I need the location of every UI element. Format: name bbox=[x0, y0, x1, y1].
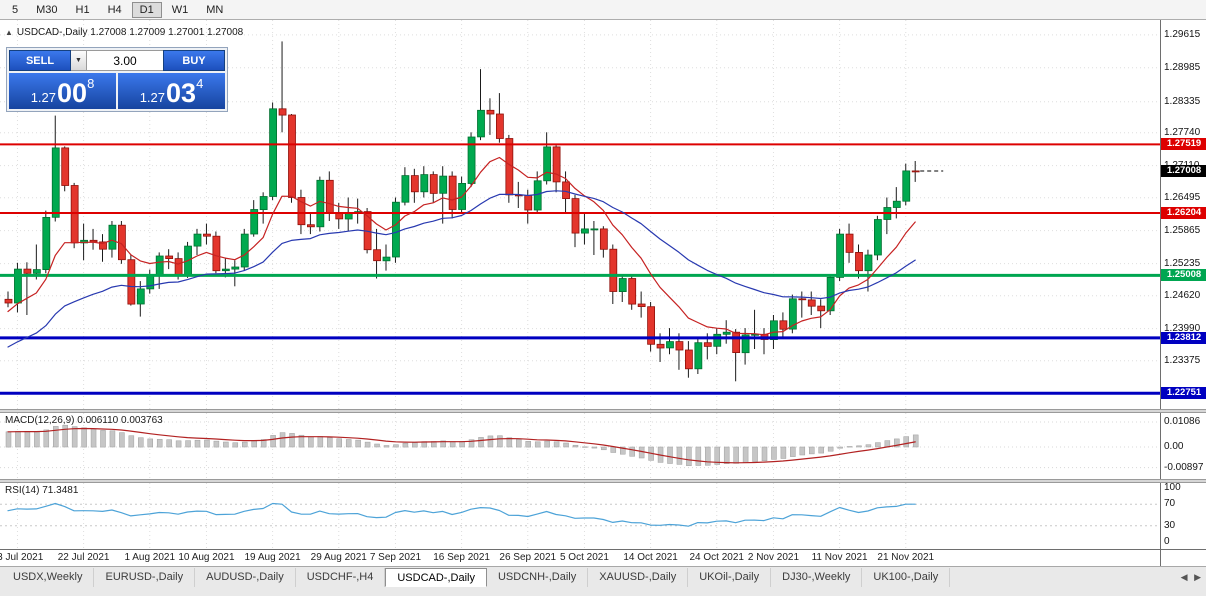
chart-tab-eurusd-daily[interactable]: EURUSD-,Daily bbox=[94, 568, 196, 587]
chart-tab-uk100-daily[interactable]: UK100-,Daily bbox=[862, 568, 951, 587]
main-price-pane: 1.296151.289851.283351.277401.271101.264… bbox=[0, 20, 1206, 409]
date-axis-label: 21 Nov 2021 bbox=[877, 552, 935, 563]
date-axis-label: 14 Oct 2021 bbox=[623, 552, 678, 563]
date-axis-label: 1 Aug 2021 bbox=[124, 552, 176, 563]
price-scale-label: 1.28335 bbox=[1164, 95, 1201, 107]
volume-dropdown-button[interactable]: ▼ bbox=[71, 50, 87, 71]
rsi-pane: 100 70 30 0 RSI(14) 71.3481 bbox=[0, 483, 1206, 549]
rsi-chart-canvas[interactable] bbox=[0, 483, 1160, 549]
price-scale-label: 1.26495 bbox=[1164, 191, 1201, 203]
macd-scale-label: 0.00 bbox=[1164, 441, 1184, 453]
trade-panel-collapse-icon[interactable]: ▲ bbox=[5, 28, 13, 37]
buy-price-big: 03 bbox=[166, 78, 197, 108]
tabs-scroll-arrows: ◀ ▶ bbox=[1177, 572, 1201, 583]
price-chart-canvas[interactable] bbox=[0, 20, 1160, 409]
symbol-ohlc-label: ▲ USDCAD-,Daily 1.27008 1.27009 1.27001 1… bbox=[5, 27, 243, 38]
tabs-scroll-right-button[interactable]: ▶ bbox=[1194, 572, 1201, 582]
price-scale-label: 1.25235 bbox=[1164, 257, 1201, 269]
date-axis-label: 5 Oct 2021 bbox=[559, 552, 609, 563]
buy-price-prefix: 1.27 bbox=[139, 90, 166, 105]
symbol-ohlc-text: USDCAD-,Daily 1.27008 1.27009 1.27001 1.… bbox=[16, 27, 244, 38]
sell-price-display[interactable]: 1.27 00 8 bbox=[9, 73, 116, 109]
timeframe-button-mn[interactable]: MN bbox=[206, 3, 224, 16]
price-scale-label: 1.29615 bbox=[1164, 28, 1201, 40]
price-level-tag[interactable]: 1.27519 bbox=[1161, 138, 1206, 151]
tabs-scroll-left-button[interactable]: ◀ bbox=[1180, 572, 1188, 582]
sell-price-big: 00 bbox=[57, 78, 88, 108]
price-scale-label: 1.27740 bbox=[1164, 126, 1201, 138]
volume-input[interactable] bbox=[87, 50, 163, 71]
sell-button[interactable]: SELL bbox=[9, 50, 71, 71]
chart-tab-ukoil-daily[interactable]: UKOil-,Daily bbox=[688, 568, 772, 587]
price-scale-label: 1.28985 bbox=[1164, 61, 1201, 73]
timeframe-button-h1[interactable]: H1 bbox=[75, 3, 90, 16]
price-scale[interactable]: 1.296151.289851.283351.277401.271101.264… bbox=[1160, 20, 1206, 409]
price-scale-label: 1.23990 bbox=[1164, 322, 1201, 334]
price-level-tag[interactable]: 1.25008 bbox=[1161, 269, 1206, 282]
timeframe-button-h4[interactable]: H4 bbox=[107, 3, 122, 16]
date-axis-label: 10 Aug 2021 bbox=[178, 552, 235, 563]
rsi-scale-label: 70 bbox=[1164, 498, 1176, 510]
timeframe-button-d1[interactable]: D1 bbox=[131, 1, 162, 18]
rsi-indicator-label: RSI(14) 71.3481 bbox=[5, 485, 79, 496]
chevron-down-icon: ▼ bbox=[75, 57, 82, 64]
chart-window: 1.296151.289851.283351.277401.271101.264… bbox=[0, 20, 1206, 566]
buy-price-display[interactable]: 1.27 03 4 bbox=[118, 73, 225, 109]
timeframe-button-5[interactable]: 5 bbox=[12, 3, 19, 16]
chart-tabs-bar: USDX,Weekly EURUSD-,Daily AUDUSD-,Daily USD… bbox=[0, 566, 1206, 596]
rsi-scale-label: 100 bbox=[1164, 483, 1181, 493]
timeframe-toolbar: 5 M30 H1 H4 D1 W1 MN bbox=[0, 0, 1206, 20]
sell-price-prefix: 1.27 bbox=[30, 90, 57, 105]
macd-scale: 0.01086 0.00 -0.00897 bbox=[1160, 413, 1206, 479]
date-axis-label: 19 Aug 2021 bbox=[244, 552, 301, 563]
pane-separator[interactable] bbox=[0, 479, 1206, 483]
date-axis-label: 2 Nov 2021 bbox=[747, 552, 800, 563]
buy-button[interactable]: BUY bbox=[163, 50, 225, 71]
date-axis-label: 11 Nov 2021 bbox=[811, 552, 868, 563]
chart-tab-dj30-weekly[interactable]: DJ30-,Weekly bbox=[771, 568, 863, 587]
date-axis-label: 13 Jul 2021 bbox=[0, 552, 44, 563]
chart-tab-usdcad-daily[interactable]: USDCAD-,Daily bbox=[385, 568, 487, 587]
macd-pane: 0.01086 0.00 -0.00897 MACD(12,26,9) 0.0061… bbox=[0, 413, 1206, 479]
chart-tab-usdx-weekly[interactable]: USDX,Weekly bbox=[2, 568, 95, 587]
price-scale-label: 1.24620 bbox=[1164, 289, 1201, 301]
rsi-scale: 100 70 30 0 bbox=[1160, 483, 1206, 549]
date-axis-label: 29 Aug 2021 bbox=[310, 552, 367, 563]
candles-layer bbox=[4, 41, 920, 382]
chart-tab-usdcnh-daily[interactable]: USDCNH-,Daily bbox=[487, 568, 589, 587]
price-scale-label: 1.23375 bbox=[1164, 354, 1201, 366]
price-level-tag[interactable]: 1.26204 bbox=[1161, 206, 1206, 219]
chart-tab-xauusd-daily[interactable]: XAUUSD-,Daily bbox=[588, 568, 689, 587]
macd-chart-canvas[interactable] bbox=[0, 413, 1160, 479]
chart-tab-usdchf-h4[interactable]: USDCHF-,H4 bbox=[296, 568, 386, 587]
date-axis-label: 26 Sep 2021 bbox=[499, 552, 557, 563]
date-axis-label: 24 Oct 2021 bbox=[689, 552, 744, 563]
price-level-tag[interactable]: 1.22751 bbox=[1161, 387, 1206, 400]
timeframe-button-w1[interactable]: W1 bbox=[171, 3, 189, 16]
timeframe-button-m30[interactable]: M30 bbox=[36, 3, 58, 16]
macd-scale-label: -0.00897 bbox=[1164, 461, 1204, 473]
macd-scale-label: 0.01086 bbox=[1164, 416, 1201, 428]
current-price-tag[interactable]: 1.27008 bbox=[1161, 165, 1206, 177]
sell-price-pipette: 8 bbox=[87, 76, 95, 91]
date-axis-label: 22 Jul 2021 bbox=[57, 552, 110, 563]
price-level-tag[interactable]: 1.23812 bbox=[1161, 331, 1206, 344]
buy-price-pipette: 4 bbox=[196, 76, 204, 91]
rsi-scale-label: 0 bbox=[1164, 536, 1170, 547]
chart-tab-audusd-daily[interactable]: AUDUSD-,Daily bbox=[195, 568, 296, 587]
macd-indicator-label: MACD(12,26,9) 0.006110 0.003763 bbox=[5, 415, 163, 426]
rsi-scale-label: 30 bbox=[1164, 519, 1176, 531]
pane-separator[interactable] bbox=[0, 409, 1206, 413]
macd-histogram bbox=[5, 424, 919, 466]
price-scale-label: 1.25865 bbox=[1164, 224, 1201, 236]
date-axis-label: 16 Sep 2021 bbox=[433, 552, 490, 563]
date-axis-label: 7 Sep 2021 bbox=[369, 552, 422, 563]
